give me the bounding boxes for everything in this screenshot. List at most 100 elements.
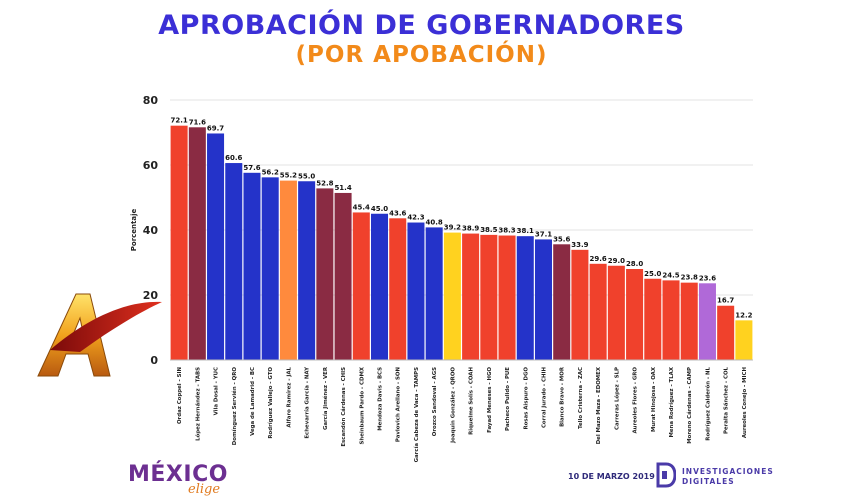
y-tick-label: 60 (143, 159, 159, 172)
bar-value-label: 72.1 (170, 117, 187, 125)
x-tick-label: Aureoles Conejo - MICH (742, 367, 748, 439)
bar-value-label: 24.5 (662, 271, 679, 279)
bar (279, 180, 297, 360)
bar-value-label: 52.8 (316, 179, 333, 187)
bar (571, 249, 589, 360)
bar (188, 127, 206, 360)
a-logo-icon (37, 293, 162, 377)
x-tick-label: Vila Dosal - YUC (214, 367, 220, 415)
bar-value-label: 23.8 (681, 274, 698, 282)
y-tick-label: 0 (150, 354, 158, 367)
bar (462, 233, 480, 360)
y-tick-label: 80 (143, 94, 159, 107)
y-tick-label: 20 (143, 289, 159, 302)
bar-value-label: 60.6 (225, 154, 242, 162)
bar-value-label: 39.2 (444, 224, 461, 232)
x-tick-label: Mena Rodríguez - TLAX (668, 366, 675, 437)
bar-value-label: 28.0 (626, 260, 643, 268)
chart-bars: 72.1 71.669.7 60.657.656.2 55.2 55.052.851.4… (170, 117, 753, 360)
bar (261, 177, 279, 360)
bar (371, 213, 389, 360)
bar (225, 163, 243, 360)
x-tick-label: Tello Cristerna - ZAC (578, 367, 584, 429)
brand-right-line2: DIGITALES (682, 477, 735, 486)
bar (662, 280, 680, 360)
bar-value-label: 35.6 (553, 235, 570, 243)
bar (607, 265, 625, 360)
x-tick-label: Echevarría García - NAY (304, 367, 311, 439)
bar (735, 320, 753, 360)
bar-value-label: 51.4 (334, 184, 351, 192)
bar-value-label: 33.9 (571, 241, 588, 249)
d-logo-icon (656, 462, 676, 488)
footer-date: 10 DE MARZO 2019 (568, 472, 655, 481)
x-tick-label: Blanco Bravo - MOR (560, 366, 566, 427)
x-tick-label: López Hernández - TABS (194, 367, 201, 441)
x-tick-label: Rosas Aispuro - DGO (523, 367, 529, 430)
x-tick-label: Aureoles Flores - GRO (633, 367, 639, 434)
chart-subtitle: (POR APOBACIÓN) (295, 42, 548, 68)
bar-value-label: 71.6 (189, 118, 206, 126)
x-tick-label: Corral Jurado - CHIH (541, 367, 547, 429)
x-tick-label: Del Mazo Maza - EDOMEX (596, 366, 602, 444)
bar-value-label: 56.2 (262, 168, 279, 176)
bar (717, 305, 735, 360)
x-tick-label: Peralta Sánchez - COL (723, 366, 730, 434)
x-tick-label: Escandón Cárdenas - CHIS (340, 367, 347, 447)
bar (443, 232, 461, 360)
brand-right-line1: INVESTIGACIONES (682, 467, 774, 476)
bar (644, 278, 662, 360)
bar (698, 283, 716, 360)
bar-value-label: 57.6 (243, 164, 260, 172)
y-axis-label: Porcentaje (130, 209, 138, 252)
bar-value-label: 29.6 (590, 255, 607, 263)
bar (389, 218, 407, 360)
bar-value-label: 12.2 (735, 311, 752, 319)
bar-value-label: 38.5 (480, 226, 497, 234)
x-tick-label: Moreno Cárdenas - CAMP (686, 367, 693, 444)
bar (425, 227, 443, 360)
x-tick-label: Domínguez Servién - QRO (231, 367, 238, 446)
bar (407, 222, 425, 360)
bar-value-label: 16.7 (717, 297, 734, 305)
x-tick-label: Pacheco Pulido - PUE (505, 367, 511, 431)
bar-value-label: 42.3 (407, 214, 424, 222)
bar (316, 188, 334, 360)
x-tick-label: Vega de Lamadrid - BC (250, 367, 256, 436)
x-tick-label: Carreras López - SLP (613, 367, 620, 430)
bar (680, 282, 698, 360)
bar (207, 133, 225, 360)
mexico-elige-logo: MÉXICO elige (128, 462, 228, 497)
chart-title: APROBACIÓN DE GOBERNADORES (158, 10, 685, 41)
x-tick-label: Sheinbaum Pardo - CDMX (359, 366, 365, 444)
bar-value-label: 55.2 (280, 172, 297, 180)
bar (553, 244, 571, 360)
bar-value-label: 37.1 (535, 230, 552, 238)
bar (534, 239, 552, 360)
x-tick-label: Fayad Meneses - HGO (487, 367, 493, 433)
x-tick-label: Murat Hinojosa - OAX (651, 366, 657, 432)
bar-value-label: 45.4 (353, 203, 370, 211)
bar-value-label: 29.0 (608, 257, 625, 265)
bar-value-label: 38.9 (462, 225, 479, 233)
x-tick-label: Rodríguez Calderón - NL (704, 366, 711, 440)
y-axis: 0 20 40 60 80 Porcentaje (130, 94, 158, 367)
x-tick-label: Orozco Sandoval - AGS (432, 367, 438, 436)
bar (352, 212, 370, 360)
x-axis: Ordaz Coppel - SIN López Hernández - TABS… (170, 359, 753, 463)
bar-value-label: 25.0 (644, 270, 661, 278)
x-tick-label: Rodríguez Vallejo - GTO (267, 367, 274, 439)
bar (589, 263, 607, 360)
bar-value-label: 45.0 (371, 205, 388, 213)
brand-left-main: MÉXICO (128, 462, 228, 487)
bar-value-label: 69.7 (207, 124, 224, 132)
bar-value-label: 38.1 (517, 227, 534, 235)
bar-value-label: 43.6 (389, 209, 406, 217)
bar-value-label: 38.3 (498, 227, 515, 235)
x-tick-label: Joaquín González - QROO (449, 367, 456, 444)
bar-value-label: 23.6 (699, 274, 716, 282)
bar (480, 234, 498, 360)
y-tick-label: 40 (143, 224, 159, 237)
x-tick-label: García Cabeza de Vaca - TAMPS (413, 367, 420, 463)
